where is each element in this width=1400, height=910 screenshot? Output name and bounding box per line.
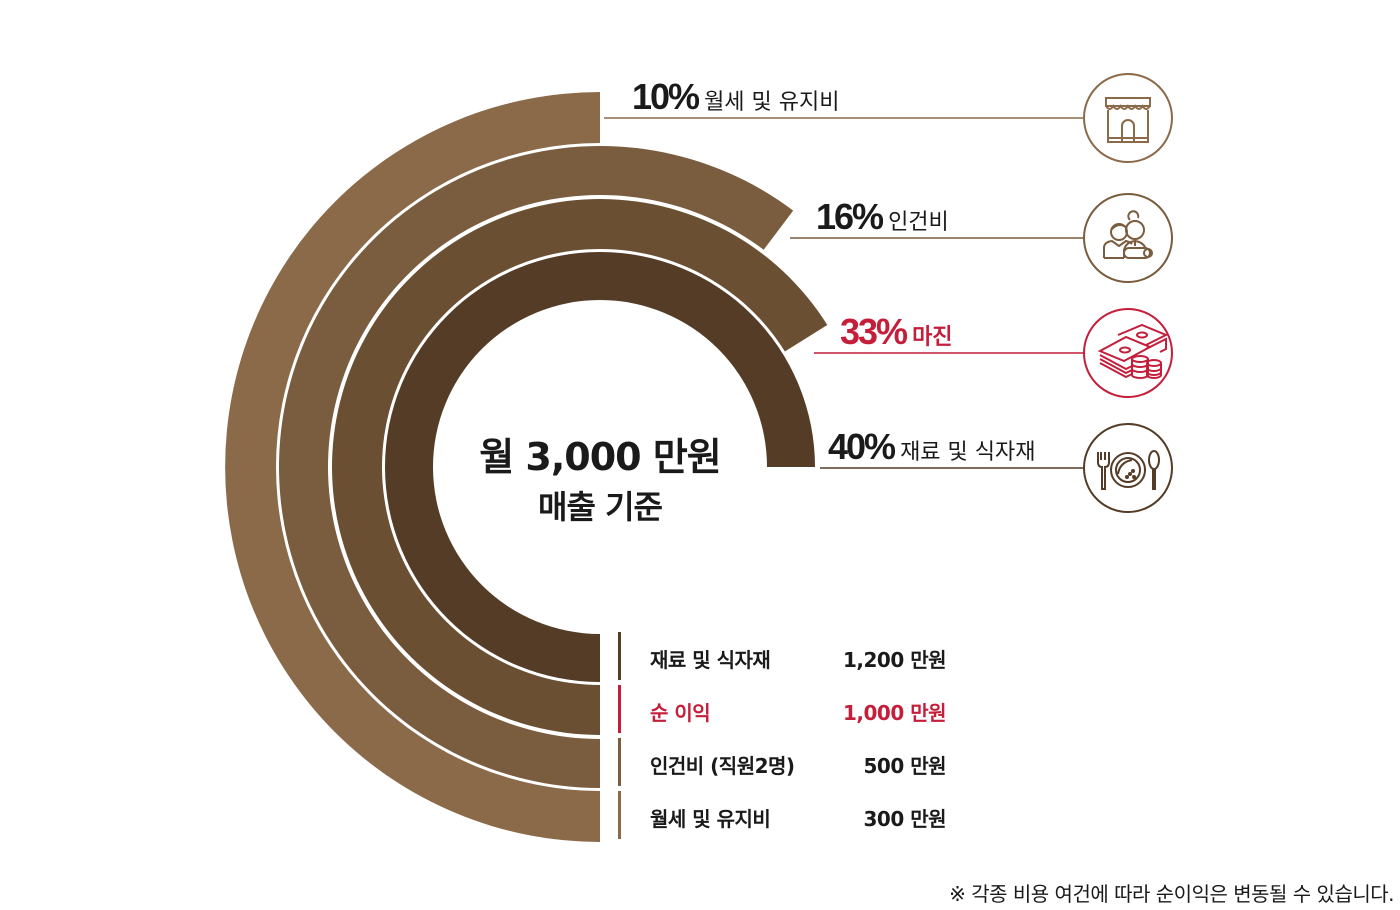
staff-icon — [1083, 193, 1173, 283]
callout-percent: 16% — [816, 196, 884, 237]
money-icon — [1083, 308, 1173, 398]
legend-amount: 500 만원 — [863, 754, 946, 778]
callout-labor: 16% 인건비 — [816, 196, 949, 238]
legend-color-bar — [618, 632, 621, 680]
leader-lines — [604, 117, 1084, 469]
legend-color-bar — [618, 685, 621, 733]
legend-name: 월세 및 유지비 — [650, 807, 771, 831]
legend-amount: 1,200 만원 — [842, 648, 947, 672]
dish-icon — [1083, 423, 1173, 513]
legend-color-bar — [618, 738, 621, 786]
legend-row-labor: 인건비 (직원2명) 500 만원 — [618, 738, 958, 791]
store-icon — [1083, 73, 1173, 163]
ring-1 — [225, 92, 601, 842]
legend-row-net-profit: 순 이익 1,000 만원 — [618, 685, 958, 738]
center-title-basis: 매출 기준 — [538, 488, 663, 526]
callout-label: 재료 및 식자재 — [900, 440, 1036, 465]
callout-ingredients: 40% 재료 및 식자재 — [828, 426, 1036, 468]
chart-rings — [225, 92, 828, 842]
callout-rent: 10% 월세 및 유지비 — [632, 76, 840, 118]
legend-row-ingredients: 재료 및 식자재 1,200 만원 — [618, 632, 958, 685]
legend-amount: 300 만원 — [863, 807, 946, 831]
legend-name: 순 이익 — [650, 701, 711, 725]
ring-2 — [278, 145, 794, 788]
legend-name: 인건비 (직원2명) — [650, 754, 795, 778]
center-title-revenue: 월 3,000 만원 — [479, 435, 722, 479]
callout-percent: 10% — [632, 76, 700, 117]
callout-percent: 40% — [828, 426, 896, 467]
callout-label: 인건비 — [888, 210, 949, 235]
legend-amount: 1,000 만원 — [842, 701, 947, 725]
callout-percent: 33% — [840, 311, 908, 352]
callout-label: 마진 — [912, 325, 953, 350]
footnote: ※ 각종 비용 여건에 따라 순이익은 변동될 수 있습니다. — [949, 882, 1394, 906]
legend-row-rent: 월세 및 유지비 300 만원 — [618, 791, 958, 844]
amount-legend: 재료 및 식자재 1,200 만원 순 이익 1,000 만원 인건비 (직원2… — [618, 632, 958, 844]
legend-name: 재료 및 식자재 — [650, 648, 771, 672]
callout-margin: 33% 마진 — [840, 311, 953, 353]
legend-color-bar — [618, 791, 621, 839]
callout-label: 월세 및 유지비 — [704, 90, 840, 115]
